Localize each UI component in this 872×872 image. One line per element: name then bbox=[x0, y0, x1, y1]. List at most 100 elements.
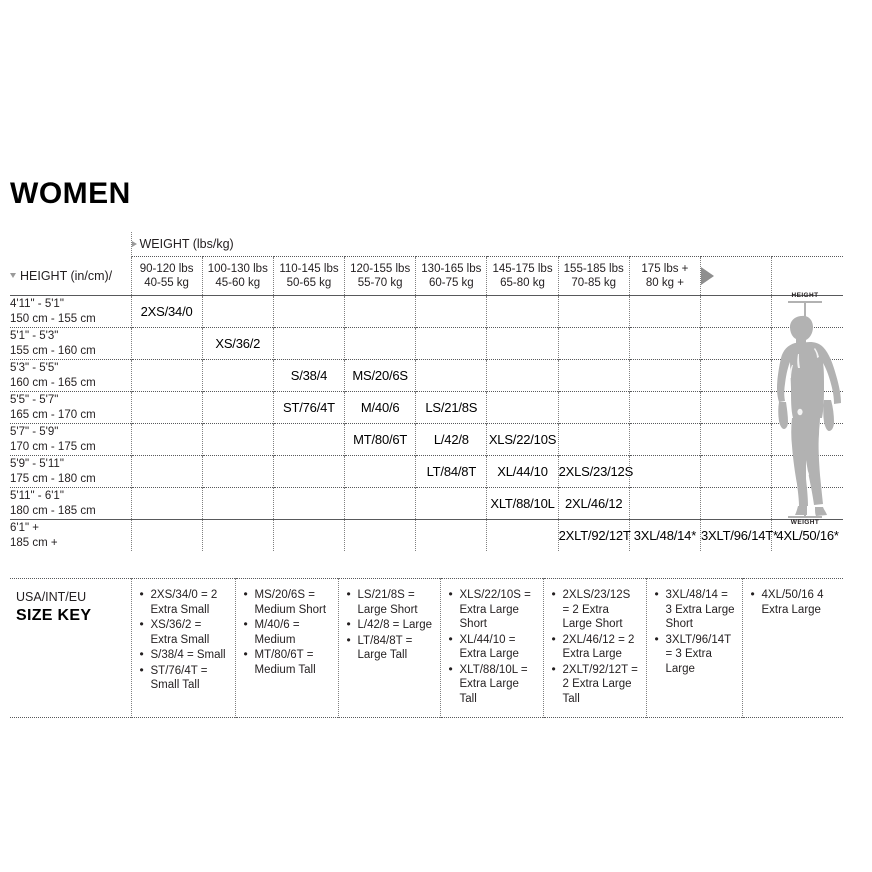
size-cell bbox=[486, 359, 559, 392]
size-cell bbox=[486, 519, 559, 551]
height-in: 5'9" - 5'11" bbox=[10, 458, 64, 470]
height-cm: 170 cm - 175 cm bbox=[10, 440, 96, 453]
size-key-item: M/40/6 = Medium bbox=[244, 617, 332, 647]
height-in: 5'11" - 6'1" bbox=[10, 490, 64, 502]
weight-column-header-10 bbox=[771, 256, 843, 296]
height-axis-label: HEIGHT (in/cm)/ bbox=[20, 268, 113, 283]
size-key-column-4: XLS/22/10S = Extra Large Short XL/44/10 … bbox=[439, 578, 543, 718]
table-row: 6'1" + 185 cm + 2XLT/92/12T 3XL/48/14* 3… bbox=[10, 519, 843, 551]
weight-column-header-3: 110-145 lbs 50-65 kg bbox=[272, 256, 345, 296]
size-cell bbox=[486, 327, 559, 360]
size-key-item: 2XS/34/0 = 2 Extra Small bbox=[140, 587, 229, 617]
height-cm: 150 cm - 155 cm bbox=[10, 312, 96, 325]
size-key-row: USA/INT/EU SIZE KEY 2XS/34/0 = 2 Extra S… bbox=[10, 578, 843, 718]
weight-lbs: 175 lbs + bbox=[641, 263, 689, 275]
size-cell bbox=[201, 519, 274, 551]
size-cell bbox=[628, 455, 701, 488]
size-cell bbox=[486, 391, 559, 424]
size-chart-table: WEIGHT (lbs/kg) HEIGHT (in/cm)/ 90-120 l… bbox=[10, 232, 843, 551]
size-cell: S/38/4 bbox=[272, 359, 345, 392]
size-key-item: XLT/88/10L = Extra Large Tall bbox=[449, 662, 537, 707]
size-key-item: 3XL/48/14 = 3 Extra Large Short bbox=[655, 587, 736, 632]
size-cell bbox=[628, 423, 701, 456]
size-key-item: 4XL/50/16 4 Extra Large bbox=[751, 587, 838, 617]
size-cell bbox=[130, 327, 203, 360]
size-key-title: SIZE KEY bbox=[16, 607, 92, 624]
size-key-item: LT/84/8T = Large Tall bbox=[347, 633, 434, 663]
size-cell bbox=[130, 455, 203, 488]
table-header-ranges-row: HEIGHT (in/cm)/ 90-120 lbs 40-55 kg 100-… bbox=[10, 256, 843, 296]
size-key-panel: USA/INT/EU SIZE KEY 2XS/34/0 = 2 Extra S… bbox=[10, 578, 843, 718]
weight-kg: 45-60 kg bbox=[215, 277, 261, 289]
size-cell: MT/80/6T bbox=[344, 423, 416, 456]
size-cell bbox=[130, 359, 203, 392]
size-cell: XLS/22/10S bbox=[486, 423, 559, 456]
table-row: 4'11" - 5'1" 150 cm - 155 cm 2XS/34/0 bbox=[10, 295, 843, 328]
size-cell: MS/20/6S bbox=[344, 359, 416, 392]
size-cell bbox=[699, 359, 772, 392]
size-cell bbox=[344, 519, 416, 551]
size-cell: L/42/8 bbox=[415, 423, 487, 456]
size-cell: 2XS/34/0 bbox=[130, 295, 203, 328]
size-cell bbox=[272, 487, 345, 520]
page-title: WOMEN bbox=[10, 177, 131, 210]
table-header-weight-row: WEIGHT (lbs/kg) bbox=[10, 232, 843, 257]
size-cell bbox=[628, 487, 701, 520]
size-cell bbox=[557, 327, 630, 360]
size-cell bbox=[201, 487, 274, 520]
size-cell: XL/44/10 bbox=[486, 455, 559, 488]
height-in: 5'7" - 5'9" bbox=[10, 426, 59, 438]
table-row: 5'5" - 5'7" 165 cm - 170 cm ST/76/4T M/4… bbox=[10, 391, 843, 424]
size-key-item: MT/80/6T = Medium Tall bbox=[244, 647, 332, 677]
size-cell bbox=[699, 423, 772, 456]
size-key-column-7: 4XL/50/16 4 Extra Large bbox=[741, 578, 843, 718]
size-cell bbox=[272, 327, 345, 360]
size-cell bbox=[344, 487, 416, 520]
size-cell: LS/21/8S bbox=[415, 391, 487, 424]
size-cell bbox=[557, 423, 630, 456]
size-cell bbox=[201, 359, 274, 392]
weight-kg: 70-85 kg bbox=[571, 277, 617, 289]
size-cell: XLT/88/10L bbox=[486, 487, 559, 520]
size-key-item: XS/36/2 = Extra Small bbox=[140, 617, 229, 647]
size-cell bbox=[415, 327, 487, 360]
size-cell bbox=[201, 455, 274, 488]
size-cell bbox=[272, 455, 345, 488]
weight-lbs: 155-185 lbs bbox=[563, 263, 624, 275]
table-row: 5'3" - 5'5" 160 cm - 165 cm S/38/4 MS/20… bbox=[10, 359, 843, 392]
size-cell bbox=[628, 391, 701, 424]
size-key-column-3: LS/21/8S = Large Short L/42/8 = Large LT… bbox=[337, 578, 440, 718]
weight-column-header-8: 175 lbs + 80 kg + bbox=[628, 256, 701, 296]
weight-lbs: 90-120 lbs bbox=[139, 263, 194, 275]
size-cell bbox=[130, 519, 203, 551]
size-key-list: 3XL/48/14 = 3 Extra Large Short 3XLT/96/… bbox=[653, 587, 736, 677]
size-cell: ST/76/4T bbox=[272, 391, 345, 424]
size-cell: 2XLS/23/12S bbox=[557, 455, 633, 488]
size-cell bbox=[201, 423, 274, 456]
size-key-list: 2XS/34/0 = 2 Extra Small XS/36/2 = Extra… bbox=[138, 587, 229, 693]
size-cell bbox=[628, 327, 701, 360]
height-cm: 185 cm + bbox=[10, 536, 58, 549]
size-key-list: 2XLS/23/12S = 2 Extra Large Short 2XL/46… bbox=[550, 587, 640, 706]
height-cm: 180 cm - 185 cm bbox=[10, 504, 96, 517]
size-cell bbox=[628, 359, 701, 392]
size-cell bbox=[130, 423, 203, 456]
size-cell bbox=[415, 487, 487, 520]
size-key-column-1: 2XS/34/0 = 2 Extra Small XS/36/2 = Extra… bbox=[130, 578, 235, 718]
size-key-column-5: 2XLS/23/12S = 2 Extra Large Short 2XL/46… bbox=[542, 578, 646, 718]
size-cell bbox=[201, 391, 274, 424]
size-cell: XS/36/2 bbox=[201, 327, 274, 360]
table-row: 5'7" - 5'9" 170 cm - 175 cm MT/80/6T L/4… bbox=[10, 423, 843, 456]
height-in: 6'1" + bbox=[10, 522, 39, 534]
size-key-item: 3XLT/96/14T = 3 Extra Large bbox=[655, 632, 736, 677]
size-cell bbox=[771, 295, 843, 328]
size-key-item: LS/21/8S = Large Short bbox=[347, 587, 434, 617]
size-cell: 3XL/48/14* bbox=[628, 519, 701, 551]
size-cell bbox=[699, 391, 772, 424]
weight-axis-header: WEIGHT (lbs/kg) bbox=[130, 232, 843, 257]
size-cell: M/40/6 bbox=[344, 391, 416, 424]
height-cm: 155 cm - 160 cm bbox=[10, 344, 96, 357]
size-key-item: 2XLS/23/12S = 2 Extra Large Short bbox=[552, 587, 640, 632]
size-cell: LT/84/8T bbox=[415, 455, 487, 488]
